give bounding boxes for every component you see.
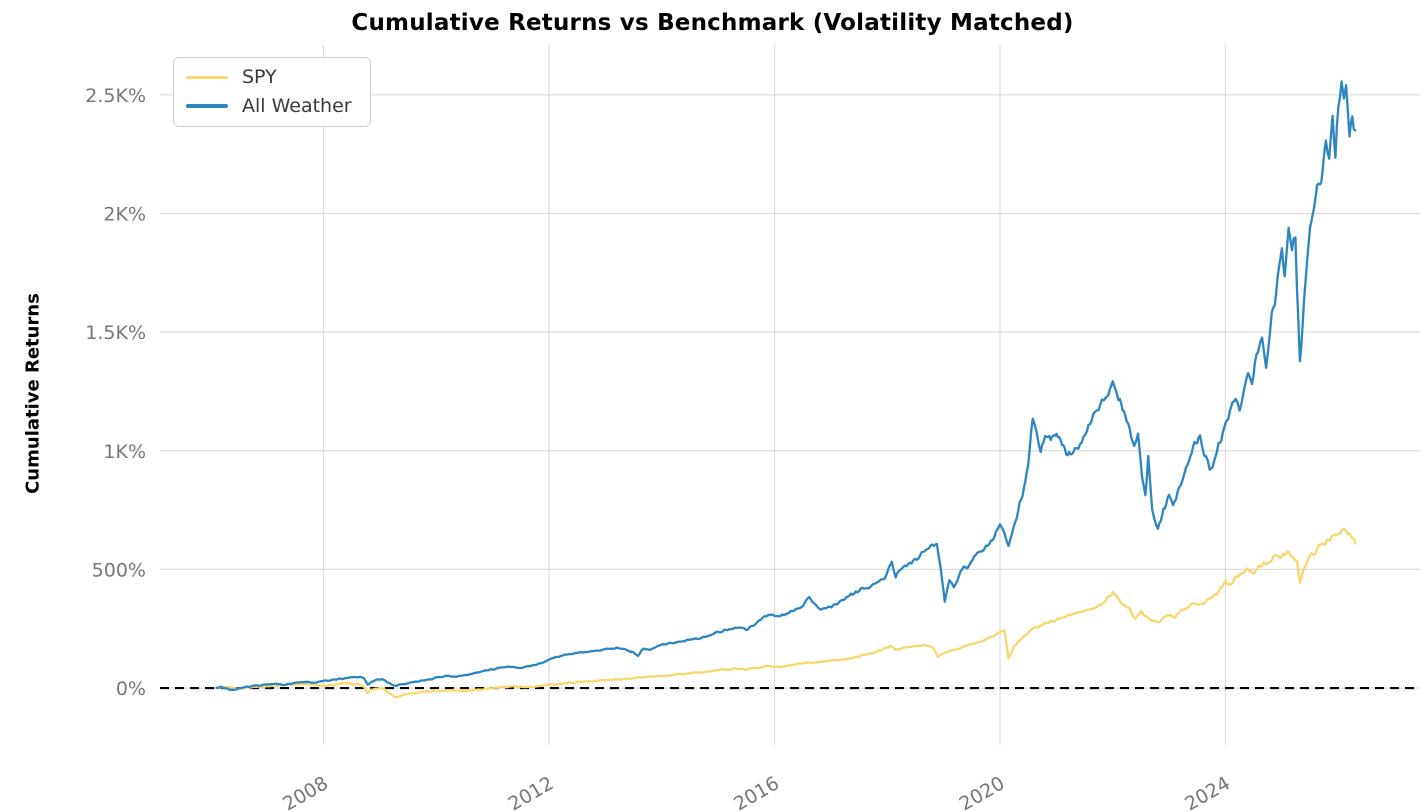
y-tick-label: 2K% <box>103 203 146 225</box>
legend-item-all-weather: All Weather <box>186 95 352 118</box>
legend-item-spy: SPY <box>186 66 352 89</box>
x-tick-label: 2024 <box>1181 772 1234 812</box>
x-tick-label: 2012 <box>505 772 558 812</box>
x-tick-label: 2020 <box>956 772 1009 812</box>
y-tick-label: 0% <box>116 678 146 700</box>
y-tick-label: 500% <box>92 559 146 581</box>
x-tick-label: 2008 <box>279 772 332 812</box>
legend: SPY All Weather <box>173 57 371 127</box>
y-tick-label: 2.5K% <box>85 85 146 107</box>
all-weather-line <box>215 80 1357 692</box>
x-tick-label: 2016 <box>730 772 783 812</box>
y-tick-label: 1K% <box>103 441 146 463</box>
y-tick-label: 1.5K% <box>85 322 146 344</box>
all-weather-line-swatch <box>186 104 228 108</box>
chart-title: Cumulative Returns vs Benchmark (Volatil… <box>351 10 1074 36</box>
spy-line-swatch <box>186 75 228 80</box>
legend-label-spy: SPY <box>242 66 277 88</box>
legend-label-all-weather: All Weather <box>242 94 352 117</box>
spy-line <box>215 527 1357 699</box>
